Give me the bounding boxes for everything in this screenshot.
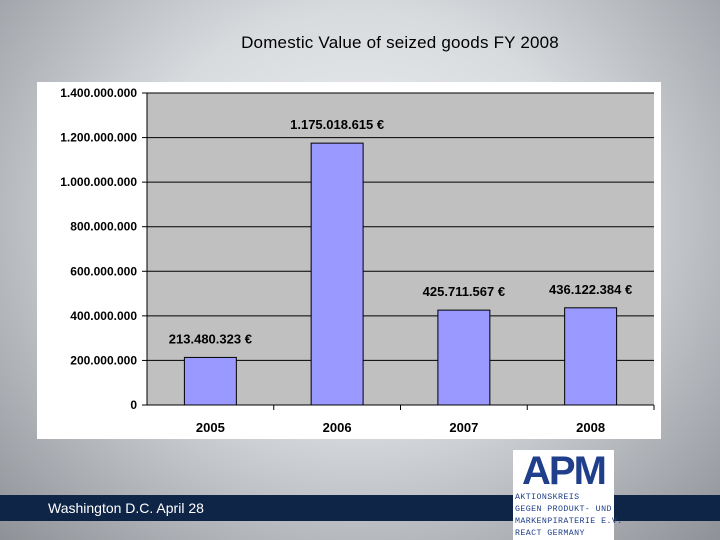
y-tick-label: 200.000.000 xyxy=(70,353,137,367)
logo-line: MARKENPIRATERIE E.V. xyxy=(515,517,623,526)
bar xyxy=(564,307,618,406)
chart-svg: 0 200.000.000 400.000.000 600.000.000 800.00… xyxy=(60,86,655,435)
data-label: 425.711.567 € xyxy=(423,284,505,299)
data-label: 1.175.018.615 € xyxy=(290,117,384,132)
bar-chart: 0 200.000.000 400.000.000 600.000.000 800.00… xyxy=(37,82,661,439)
y-tick-label: 600.000.000 xyxy=(70,264,137,278)
bar xyxy=(183,356,237,406)
y-tick-label: 1.000.000.000 xyxy=(60,175,137,189)
data-label: 213.480.323 € xyxy=(169,331,252,346)
y-tick-label: 800.000.000 xyxy=(70,220,137,234)
y-tick-label: 1.400.000.000 xyxy=(60,86,137,100)
x-tick-label: 2006 xyxy=(323,420,352,435)
slide-title: Domestic Value of seized goods FY 2008 xyxy=(241,33,559,52)
y-tick-label: 400.000.000 xyxy=(70,309,137,323)
logo-mark: APM xyxy=(522,449,607,493)
y-tick-label: 1.200.000.000 xyxy=(60,131,137,145)
logo-line: GEGEN PRODUKT- UND xyxy=(515,505,612,514)
x-tick-label: 2005 xyxy=(196,420,225,435)
logo-line: AKTIONSKREIS xyxy=(515,493,580,502)
apm-logo: APM AKTIONSKREIS GEGEN PRODUKT- UND MARK… xyxy=(513,449,623,540)
logo-line: REACT GERMANY xyxy=(515,529,585,538)
bar xyxy=(310,142,364,406)
data-label: 436.122.384 € xyxy=(549,282,632,297)
y-tick-label: 0 xyxy=(130,398,137,412)
x-tick-label: 2008 xyxy=(576,420,605,435)
x-tick-label: 2007 xyxy=(449,420,478,435)
footer-text: Washington D.C. April 28 xyxy=(48,500,204,516)
bar xyxy=(437,309,491,406)
